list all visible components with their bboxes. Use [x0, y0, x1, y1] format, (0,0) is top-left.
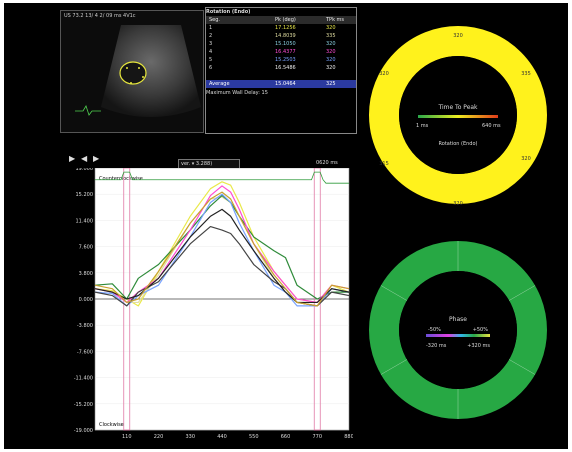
scale-right-pct: +50% — [473, 327, 489, 333]
rotation-plot-svg: Rotation (Endo) deg Counterclockwise Clo… — [61, 166, 354, 440]
scale-left-pct: -50% — [428, 327, 441, 333]
segment-divider — [508, 359, 536, 375]
series-line-7[interactable] — [94, 208, 350, 304]
cell-tpk: 320 — [326, 41, 336, 47]
ultrasound-header: US 73.2 13/ 4 2/ 09 ms 4V1c — [64, 13, 136, 19]
x-tick-label: 880 — [344, 434, 353, 440]
y-tick-label: -19.000 — [74, 428, 93, 434]
segment-label: 335 — [521, 71, 531, 77]
cell-pk: 14.8039 — [275, 33, 296, 39]
scale-right-ms: +320 ms — [467, 343, 490, 349]
table-row[interactable]: 5 15.2503 320 — [206, 56, 356, 64]
x-tick-label: 440 — [217, 434, 227, 440]
time-readout: 0620 ms — [316, 160, 338, 166]
x-tick-label: 220 — [154, 434, 164, 440]
table-row[interactable]: 2 14.8039 335 — [206, 32, 356, 40]
cell-tpk: 335 — [326, 33, 336, 39]
column-header-tpk: TPk ms — [326, 17, 345, 23]
cell-seg: 1 — [209, 25, 213, 31]
average-pk: 15.0464 — [275, 81, 296, 87]
y-tick-label: -7.600 — [77, 349, 93, 355]
table-row[interactable]: 3 15.1050 320 — [206, 40, 356, 48]
x-tick-label: 550 — [249, 434, 259, 440]
column-header-seg: Seg. — [209, 17, 221, 23]
y-axis-label: Rotation (Endo) deg — [61, 273, 67, 323]
scale-left-ms: -320 ms — [426, 343, 447, 349]
rotation-plot[interactable]: Rotation (Endo) deg Counterclockwise Clo… — [59, 166, 354, 440]
max-wall-delay: Maximum Wall Delay: 15 — [206, 90, 268, 96]
y-tick-label: 0.000 — [79, 297, 93, 303]
bullseye-title: Time To Peak — [437, 104, 478, 111]
y-tick-label: 7.600 — [79, 245, 93, 251]
bullseye-time-to-peak[interactable]: Time To Peak 1 ms 640 ms Rotation (Endo)… — [358, 5, 558, 225]
y-tick-label: 19.000 — [76, 168, 94, 172]
playback-controls: ▶ ◀ ▶ — [69, 146, 105, 165]
scale-min: 1 ms — [416, 123, 429, 129]
x-unit-label: ms. — [85, 434, 94, 440]
step-forward-icon[interactable]: ▶ — [93, 154, 100, 163]
segment-label: 320 — [453, 201, 463, 207]
segment-label: 320 — [379, 71, 389, 77]
ecg-trace — [95, 171, 349, 184]
series-line-5[interactable] — [94, 193, 350, 307]
cell-tpk: 320 — [326, 57, 336, 63]
segment-label: 320 — [453, 33, 463, 39]
segment-label: 320 — [521, 156, 531, 162]
cell-tpk: 320 — [326, 65, 336, 71]
table-header-row: Seg. Pk (deg) TPk ms — [206, 16, 356, 24]
clockwise-label: Clockwise — [99, 422, 124, 428]
cell-seg: 6 — [209, 65, 213, 71]
bullseye-title: Phase — [449, 316, 467, 323]
y-tick-label: 15.200 — [76, 192, 94, 198]
ultrasound-scan — [75, 25, 201, 117]
series-line-8[interactable] — [94, 191, 350, 307]
average-label: Average — [209, 81, 230, 87]
cell-seg: 2 — [209, 33, 213, 39]
x-tick-label: 110 — [122, 434, 132, 440]
y-tick-label: 3.800 — [79, 271, 93, 277]
y-tick-label: -15.200 — [74, 402, 93, 408]
column-header-pk: Pk (deg) — [275, 17, 296, 23]
play-icon[interactable]: ▶ — [69, 154, 76, 163]
series-line-4[interactable] — [94, 185, 350, 304]
segment-divider — [380, 285, 408, 301]
step-back-icon[interactable]: ◀ — [81, 154, 88, 163]
bullseye-subtitle: Rotation (Endo) — [439, 141, 478, 147]
scale-max: 640 ms — [482, 123, 501, 129]
x-tick-label: 770 — [312, 434, 322, 440]
x-tick-label: 660 — [281, 434, 291, 440]
rotation-table: Rotation (Endo) Seg. Pk (deg) TPk ms 1 17… — [205, 7, 357, 134]
segment-label: 315 — [379, 161, 389, 167]
cell-tpk: 320 — [326, 25, 336, 31]
phase-scale-bar — [426, 334, 490, 337]
y-tick-label: -3.800 — [77, 323, 93, 329]
cell-tpk: 320 — [326, 49, 336, 55]
table-row[interactable]: 1 17.1256 320 — [206, 24, 356, 32]
cell-seg: 5 — [209, 57, 213, 63]
bullseye-phase[interactable]: Phase -50% +50% -320 ms +320 ms — [358, 230, 558, 440]
x-tick-label: 330 — [185, 434, 195, 440]
cell-seg: 4 — [209, 49, 213, 55]
segment-divider — [508, 285, 536, 301]
cell-pk: 16.4377 — [275, 49, 296, 55]
table-title: Rotation (Endo) — [206, 9, 251, 15]
segment-divider — [380, 359, 408, 375]
y-tick-label: -11.400 — [74, 376, 93, 382]
average-tpk: 325 — [326, 81, 336, 87]
cell-pk: 16.5486 — [275, 65, 296, 71]
color-scale-bar — [418, 115, 498, 118]
cell-pk: 15.1050 — [275, 41, 296, 47]
table-average-row[interactable]: Average 15.0464 325 — [206, 80, 356, 88]
cell-seg: 3 — [209, 41, 213, 47]
cell-pk: 15.2503 — [275, 57, 296, 63]
table-row[interactable]: 6 16.5486 320 — [206, 64, 356, 72]
ultrasound-image[interactable]: US 73.2 13/ 4 2/ 09 ms 4V1c — [60, 10, 204, 133]
bullseye-ring — [369, 26, 547, 204]
cell-pk: 17.1256 — [275, 25, 296, 31]
table-row[interactable]: 4 16.4377 320 — [206, 48, 356, 56]
y-tick-label: 11.400 — [76, 218, 94, 224]
